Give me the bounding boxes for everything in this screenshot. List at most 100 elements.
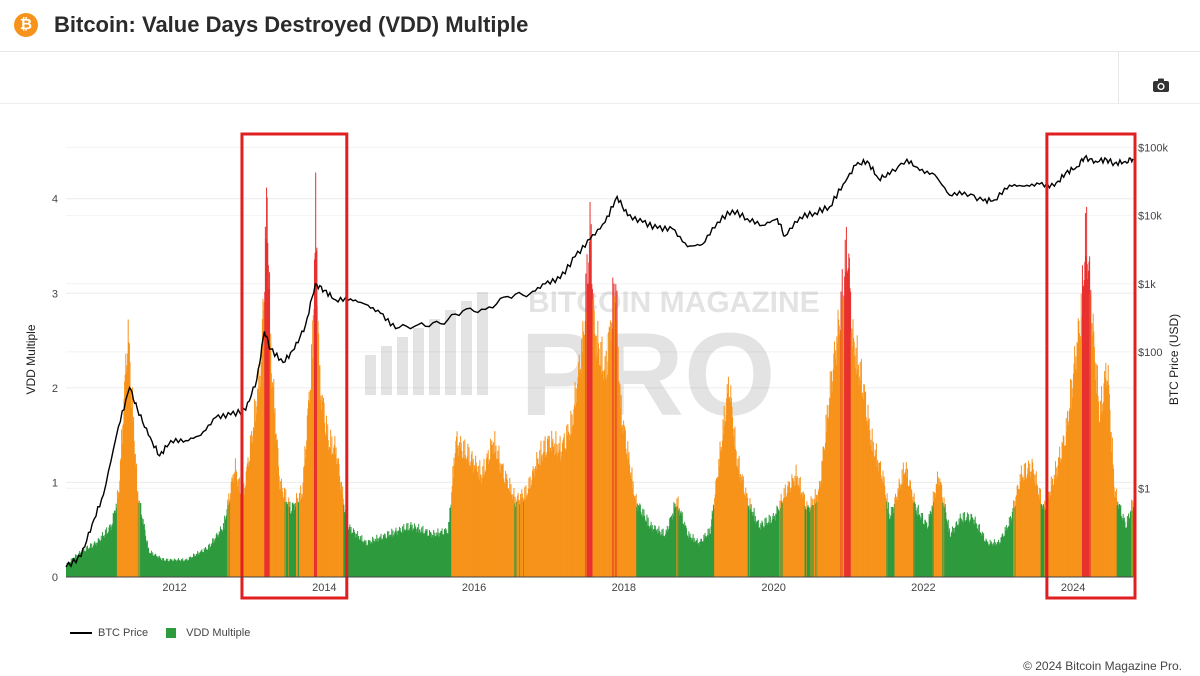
vdd-bar [1053,485,1055,577]
vdd-bar [491,440,493,577]
vdd-bar [827,419,829,577]
vdd-bar [773,519,775,577]
vdd-bar [954,526,956,577]
vdd-bar [1132,500,1134,577]
vdd-bar [608,326,610,577]
vdd-bar [752,511,754,577]
vdd-bar [466,459,468,577]
vdd-bar [215,534,217,577]
vdd-bar [1069,378,1071,577]
vdd-bar [523,501,525,577]
vdd-bar [427,535,429,577]
vdd-bar [86,549,88,577]
vdd-bar [143,524,145,577]
legend-item-btc-price[interactable]: BTC Price [70,627,148,639]
vdd-bar [762,522,764,577]
vdd-bar [756,521,758,577]
vdd-bar [1010,520,1012,577]
vdd-bar [1116,488,1118,577]
vdd-bar [132,421,134,577]
vdd-bar [675,506,677,577]
vdd-bar [553,455,555,577]
vdd-bar [494,451,496,577]
vdd-bar [996,541,998,577]
vdd-bar [319,365,321,577]
vdd-bar [319,399,321,577]
legend-item-vdd-multiple[interactable]: VDD Multiple [166,627,250,639]
vdd-bar [745,493,747,577]
vdd-bar [300,485,302,577]
vdd-bar [1042,504,1044,577]
vdd-bar [121,429,123,577]
vdd-bar [1011,518,1013,577]
vdd-bar [296,499,298,577]
vdd-bar [299,492,301,577]
vdd-bar [699,541,701,577]
vdd-bar [314,252,316,577]
vdd-bar [878,462,880,577]
y2-axis-title: BTC Price (USD) [1167,314,1181,405]
vdd-bar [742,476,744,577]
vdd-bar [750,504,752,577]
vdd-bar [410,522,412,577]
vdd-bar [504,484,506,577]
y2-tick-label: $1k [1138,279,1156,291]
vdd-bar [146,542,148,577]
vdd-bar [225,517,227,577]
vdd-bar [85,551,87,577]
vdd-bar [1004,527,1006,577]
vdd-bar [119,480,121,577]
vdd-bar [869,430,871,577]
vdd-bar [539,449,541,577]
x-tick-label: 2012 [162,582,186,594]
vdd-bar [576,383,578,577]
vdd-bar [420,533,422,577]
vdd-bar [258,392,260,577]
vdd-bar [624,426,626,577]
vdd-bar [848,257,850,577]
vdd-bar [607,361,609,577]
vdd-bar [599,365,601,577]
vdd-bar [841,324,843,577]
vdd-bar [1063,446,1065,577]
vdd-bar [83,549,85,577]
vdd-bar [173,560,175,577]
vdd-bar [890,507,892,577]
vdd-bar [96,542,98,577]
vdd-bar [413,529,415,577]
vdd-bar [110,530,112,577]
vdd-bar [243,495,245,577]
vdd-bar [730,385,732,577]
vdd-bar [636,503,638,577]
vdd-bar [1083,285,1085,577]
vdd-bar [516,499,518,577]
vdd-bar [1081,316,1083,577]
vdd-bar [1073,363,1075,577]
vdd-bar [887,502,889,577]
vdd-bar [1023,477,1025,577]
vdd-bar [1026,474,1028,577]
vdd-bar [122,423,124,577]
vdd-bar [300,497,302,577]
vdd-bar [511,499,513,577]
vdd-bar [1102,402,1104,577]
vdd-bar [287,504,289,577]
vdd-bar [1120,505,1122,577]
vdd-bar [852,319,854,577]
vdd-bar [1025,462,1027,577]
vdd-bar [554,454,556,577]
vdd-bar [920,512,922,577]
vdd-bar [443,535,445,577]
vdd-bar [448,521,450,577]
vdd-bar [439,536,441,577]
vdd-bar [1108,384,1110,577]
download-image-button[interactable] [1148,74,1174,96]
vdd-bar [561,456,563,577]
vdd-bar [279,489,281,577]
vdd-bar [578,362,580,577]
vdd-bar [339,482,341,577]
vdd-bar [570,410,572,577]
vdd-bar [87,548,89,577]
vdd-bar [1068,425,1070,577]
vdd-bar [636,506,638,577]
